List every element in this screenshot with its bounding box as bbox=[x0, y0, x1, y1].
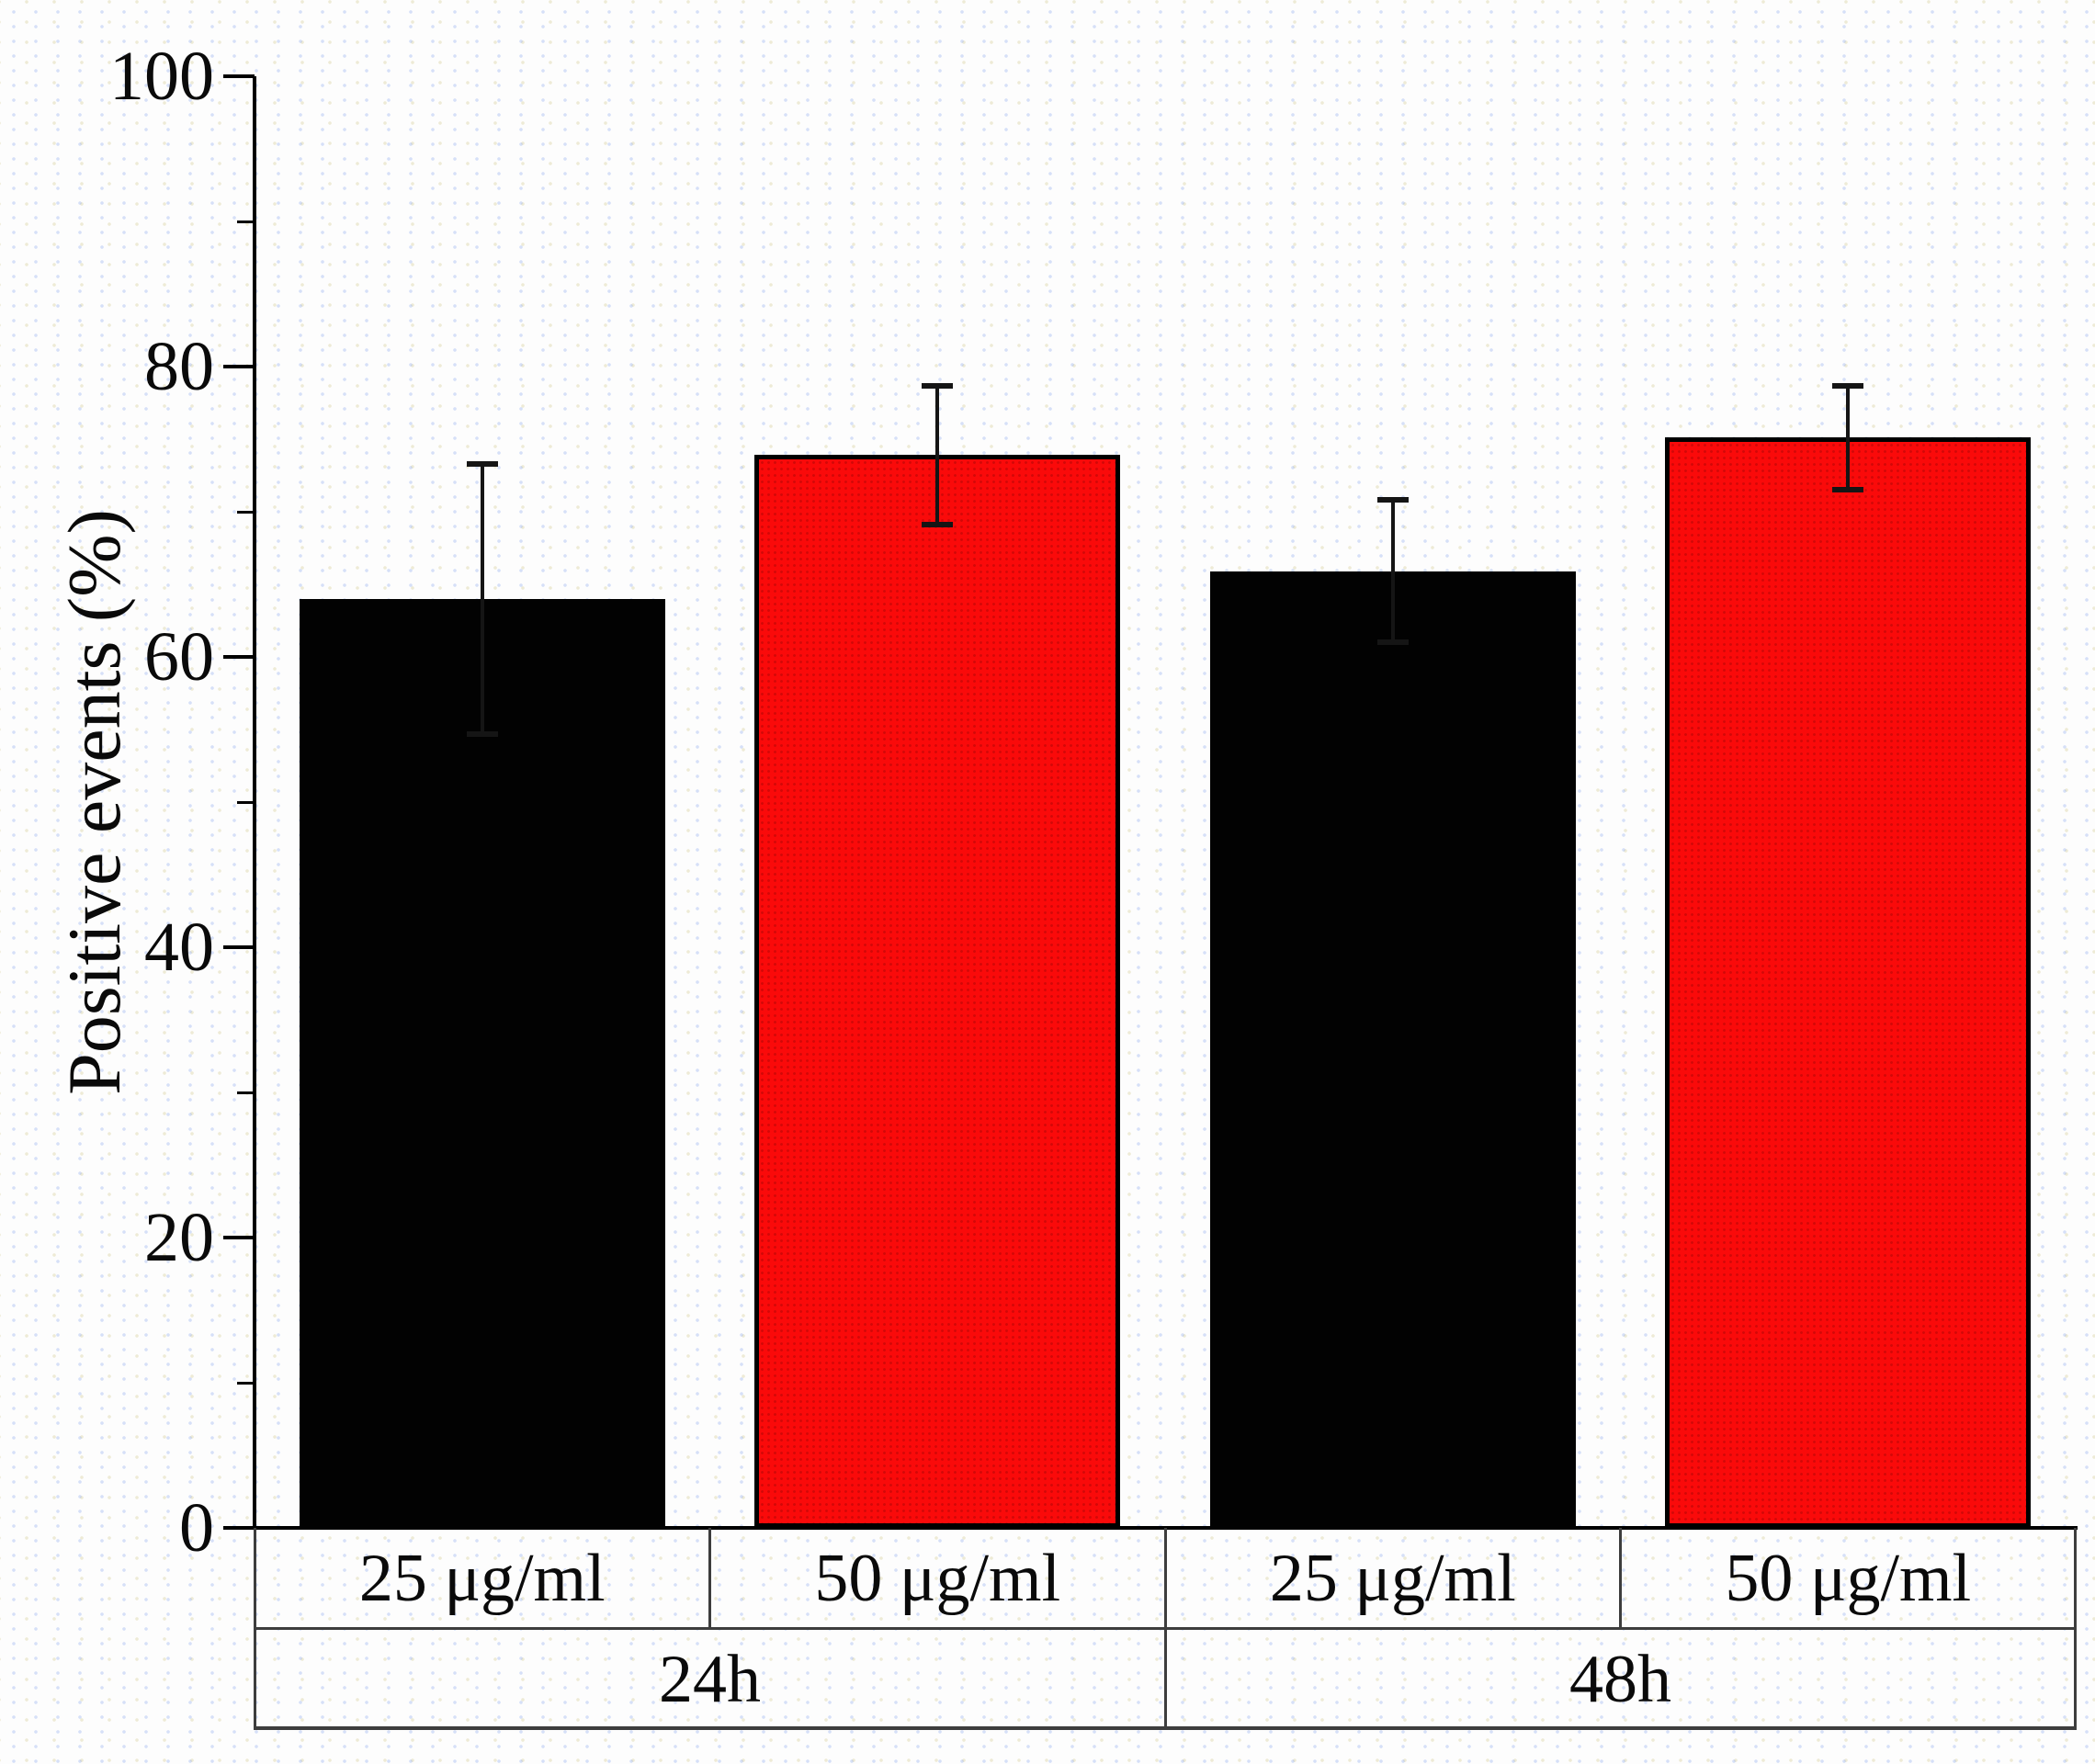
y-major-tick bbox=[223, 1236, 255, 1239]
y-minor-tick bbox=[237, 800, 255, 804]
y-tick-label: 0 bbox=[179, 1489, 214, 1566]
error-bar-line bbox=[480, 463, 484, 734]
bar-48h-1 bbox=[1665, 437, 2032, 1528]
error-bar-line bbox=[935, 385, 940, 526]
error-bar-cap-top bbox=[1832, 382, 1864, 389]
y-minor-tick bbox=[237, 220, 255, 223]
concentration-cell-label: 25 μg/ml bbox=[358, 1541, 606, 1616]
y-tick-label: 80 bbox=[144, 328, 214, 405]
time-group-cell-label: 48h bbox=[1569, 1642, 1671, 1717]
error-bar-line bbox=[1846, 385, 1851, 491]
y-minor-tick bbox=[237, 510, 255, 514]
error-bar-cap-bottom bbox=[1376, 639, 1409, 646]
bar-24h-0 bbox=[299, 598, 665, 1528]
table-row-divider bbox=[254, 1627, 2077, 1630]
y-minor-tick bbox=[237, 1091, 255, 1094]
error-bar-line bbox=[1390, 500, 1395, 643]
error-bar-cap-top bbox=[1376, 497, 1409, 503]
table-bottom-border bbox=[254, 1726, 2077, 1730]
concentration-cell-label: 50 μg/ml bbox=[1725, 1541, 1972, 1616]
table-divider-1 bbox=[708, 1528, 711, 1629]
table-divider-3 bbox=[1619, 1528, 1622, 1629]
time-group-cell-label: 24h bbox=[659, 1642, 761, 1717]
error-bar-cap-bottom bbox=[1832, 487, 1864, 493]
concentration-cell-label: 25 μg/ml bbox=[1269, 1541, 1516, 1616]
bar-24h-1 bbox=[754, 455, 1121, 1528]
concentration-cell-label: 50 μg/ml bbox=[814, 1541, 1061, 1616]
y-axis-line bbox=[253, 76, 256, 1528]
y-minor-tick bbox=[237, 1381, 255, 1385]
error-bar-cap-bottom bbox=[466, 730, 498, 737]
y-tick-label: 100 bbox=[109, 38, 214, 115]
error-bar-cap-top bbox=[922, 382, 954, 389]
y-major-tick bbox=[223, 655, 255, 659]
y-major-tick bbox=[223, 945, 255, 949]
y-tick-label: 40 bbox=[144, 909, 214, 986]
y-major-tick bbox=[223, 1526, 255, 1530]
y-major-tick bbox=[223, 74, 255, 78]
y-major-tick bbox=[223, 365, 255, 368]
error-bar-cap-top bbox=[466, 460, 498, 467]
error-bar-cap-bottom bbox=[922, 522, 954, 528]
y-axis-title: Positive events (%) bbox=[52, 509, 136, 1095]
y-tick-label: 20 bbox=[144, 1199, 214, 1276]
y-tick-label: 60 bbox=[144, 618, 214, 695]
bar-48h-0 bbox=[1209, 571, 1576, 1528]
